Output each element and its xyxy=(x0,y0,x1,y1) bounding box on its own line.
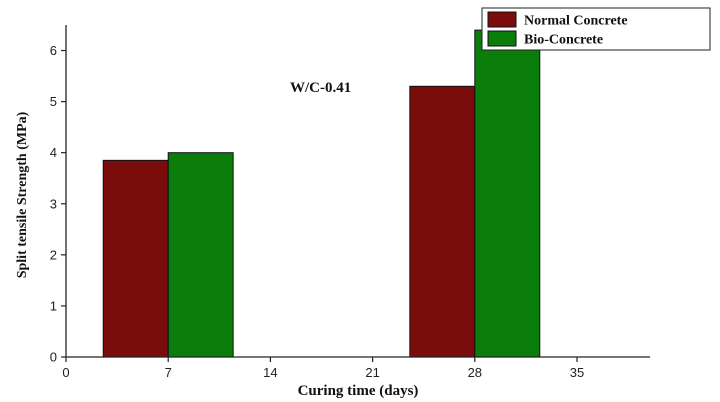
x-tick-label: 14 xyxy=(263,365,277,380)
y-tick-label: 2 xyxy=(50,247,57,262)
bar-normal-concrete-28 xyxy=(409,85,476,358)
y-axis-title: Split tensile Strength (MPa) xyxy=(15,111,30,278)
y-tick-label: 6 xyxy=(50,43,57,58)
legend: Normal Concrete Bio-Concrete xyxy=(481,7,711,51)
x-axis-title: Curing time (days) xyxy=(298,383,419,399)
y-tick-label: 5 xyxy=(50,94,57,109)
legend-swatch xyxy=(487,11,517,28)
y-tick-label: 1 xyxy=(50,298,57,313)
x-ticks-group: 0 7 14 21 28 35 xyxy=(62,357,584,380)
x-tick-label: 7 xyxy=(165,365,172,380)
bar-bio-concrete-28 xyxy=(474,29,541,358)
legend-label: Normal Concrete xyxy=(524,14,628,29)
y-tick-label: 3 xyxy=(50,196,57,211)
x-tick-label: 35 xyxy=(570,365,584,380)
y-ticks-group: 0 1 2 3 4 5 6 xyxy=(50,43,66,365)
x-tick-label: 0 xyxy=(62,365,69,380)
legend-swatch xyxy=(487,30,517,47)
legend-box xyxy=(481,7,711,51)
x-tick-label: 21 xyxy=(365,365,379,380)
bar-bio-concrete-7 xyxy=(167,152,234,358)
bars-group xyxy=(102,29,541,358)
axes-group xyxy=(65,25,650,358)
x-tick-label: 28 xyxy=(468,365,482,380)
bar-normal-concrete-7 xyxy=(102,159,169,358)
annotation-text: W/C-0.41 xyxy=(290,80,351,96)
y-tick-label: 4 xyxy=(50,145,57,160)
legend-label: Bio-Concrete xyxy=(524,33,603,48)
y-tick-label: 0 xyxy=(50,350,57,365)
